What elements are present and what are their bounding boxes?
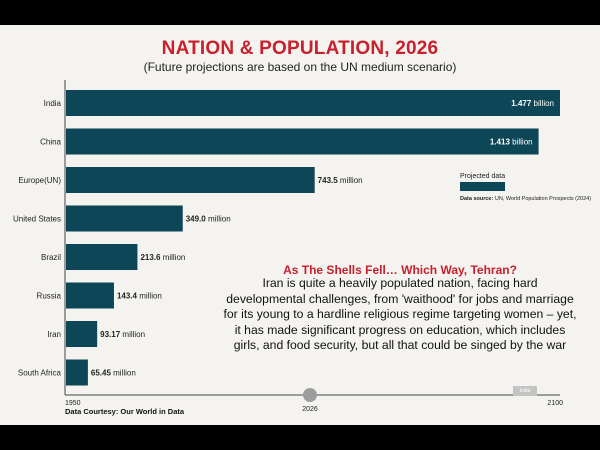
value-label: 143.4 million <box>117 292 162 301</box>
corner-tag: India <box>513 386 537 396</box>
category-label: Iran <box>47 330 61 339</box>
bar-chart: 1950 2026 2100 India 1.477 billion China 1.… <box>13 80 563 413</box>
value-label: 93.17 million <box>100 330 145 339</box>
category-label: Europe(UN) <box>18 176 61 185</box>
bar <box>66 321 98 347</box>
value-label: 349.0 million <box>186 215 231 224</box>
category-label: India <box>44 99 62 108</box>
chart-title: NATION & POPULATION, 2026 <box>161 38 439 59</box>
chart-subtitle: (Future projections are based on the UN … <box>143 60 457 74</box>
bar <box>66 359 88 386</box>
timeline-marker-label: 2026 <box>302 406 318 413</box>
category-label: China <box>40 138 61 147</box>
data-source: Data source: UN, World Population Prospe… <box>460 196 591 202</box>
annotation-heading: As The Shells Fell… Which Way, Tehran? <box>283 263 517 277</box>
bar <box>66 205 183 232</box>
bar <box>66 90 560 116</box>
data-source-label: Data source: <box>460 196 494 202</box>
legend-label: Projected data <box>460 173 506 180</box>
category-label: South Africa <box>18 369 62 378</box>
timeline-marker <box>303 388 317 402</box>
category-label: Brazil <box>41 253 61 262</box>
value-label: 1.413 billion <box>490 138 533 147</box>
timeline-end-label: 2100 <box>547 400 563 407</box>
value-label: 743.5 million <box>318 176 363 185</box>
data-source-text: UN, World Population Prospects (2024) <box>494 196 592 202</box>
legend-swatch <box>460 182 505 191</box>
chart-panel: NATION & POPULATION, 2026 (Future projec… <box>0 25 600 425</box>
bar <box>66 128 539 155</box>
bar <box>66 282 114 309</box>
bar <box>66 244 138 270</box>
annotation-body: Iran is quite a heavily populated nation… <box>223 276 577 352</box>
bar <box>66 167 315 193</box>
category-label: Russia <box>37 292 62 301</box>
value-label: 65.45 million <box>91 369 136 378</box>
value-label: 213.6 million <box>140 253 185 262</box>
data-credit: Data Courtesy: Our World in Data <box>65 407 185 416</box>
value-label: 1.477 billion <box>511 99 554 108</box>
category-label: United States <box>13 215 61 224</box>
timeline-start-label: 1950 <box>65 400 81 407</box>
